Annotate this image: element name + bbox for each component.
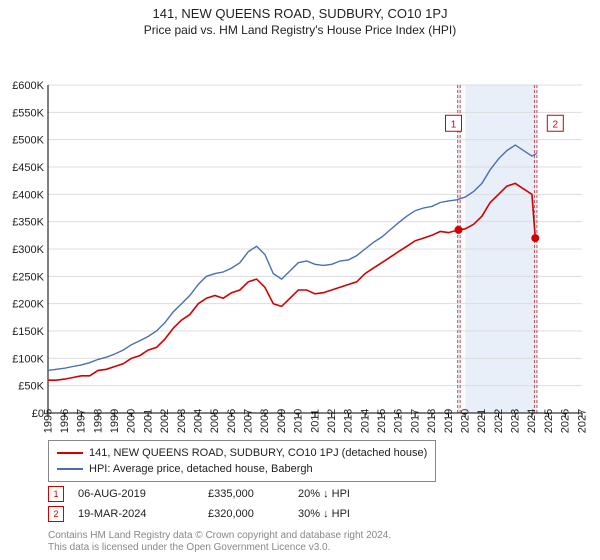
svg-text:2014: 2014 [359, 409, 371, 433]
svg-text:£300K: £300K [12, 244, 44, 256]
chart-container: 141, NEW QUEENS ROAD, SUDBURY, CO10 1PJ … [0, 0, 600, 560]
legend-swatch [57, 452, 83, 454]
svg-text:2008: 2008 [259, 409, 271, 433]
svg-text:2019: 2019 [443, 409, 455, 433]
svg-text:2010: 2010 [293, 409, 305, 433]
svg-text:1998: 1998 [92, 409, 104, 433]
svg-text:1999: 1999 [109, 409, 121, 433]
svg-text:£400K: £400K [12, 189, 44, 201]
svg-text:2021: 2021 [476, 409, 488, 433]
svg-text:2005: 2005 [209, 409, 221, 433]
svg-text:2002: 2002 [159, 409, 171, 433]
svg-text:1: 1 [451, 119, 457, 130]
sale-price: £335,000 [208, 488, 298, 500]
svg-text:2011: 2011 [309, 409, 321, 433]
svg-text:2022: 2022 [493, 409, 505, 433]
sale-marker-num: 1 [53, 489, 58, 499]
svg-text:2013: 2013 [343, 409, 355, 433]
sale-marker-icon: 2 [48, 506, 64, 522]
svg-text:2012: 2012 [326, 409, 338, 433]
legend-item: 141, NEW QUEENS ROAD, SUDBURY, CO10 1PJ … [57, 445, 427, 461]
svg-text:2026: 2026 [560, 409, 572, 433]
svg-text:2015: 2015 [376, 409, 388, 433]
svg-text:£50K: £50K [18, 381, 44, 393]
sale-row: 2 19-MAR-2024 £320,000 30% ↓ HPI [48, 504, 438, 524]
svg-text:£500K: £500K [12, 135, 44, 147]
legend-label: 141, NEW QUEENS ROAD, SUDBURY, CO10 1PJ … [89, 447, 427, 459]
svg-text:2024: 2024 [526, 409, 538, 433]
sale-pct: 30% ↓ HPI [298, 508, 438, 520]
sale-marker-num: 2 [53, 509, 58, 519]
sales-table: 1 06-AUG-2019 £335,000 20% ↓ HPI 2 19-MA… [48, 484, 438, 524]
svg-text:£200K: £200K [12, 299, 44, 311]
sale-row: 1 06-AUG-2019 £335,000 20% ↓ HPI [48, 484, 438, 504]
svg-text:£250K: £250K [12, 271, 44, 283]
svg-text:1996: 1996 [59, 409, 71, 433]
svg-text:2016: 2016 [393, 409, 405, 433]
svg-text:2017: 2017 [409, 409, 421, 433]
svg-text:£150K: £150K [12, 326, 44, 338]
legend-swatch [57, 468, 83, 470]
svg-text:2004: 2004 [192, 409, 204, 433]
footer-line: Contains HM Land Registry data © Crown c… [48, 530, 391, 542]
svg-text:2020: 2020 [459, 409, 471, 433]
sale-pct: 20% ↓ HPI [298, 488, 438, 500]
sale-date: 06-AUG-2019 [78, 488, 208, 500]
footer-attribution: Contains HM Land Registry data © Crown c… [48, 530, 391, 554]
legend-item: HPI: Average price, detached house, Babe… [57, 461, 427, 477]
svg-text:£350K: £350K [12, 217, 44, 229]
svg-text:2009: 2009 [276, 409, 288, 433]
svg-text:2000: 2000 [126, 409, 138, 433]
svg-text:1997: 1997 [76, 409, 88, 433]
svg-text:2006: 2006 [226, 409, 238, 433]
svg-text:2023: 2023 [510, 409, 522, 433]
svg-text:2027: 2027 [576, 409, 588, 433]
svg-text:2018: 2018 [426, 409, 438, 433]
footer-line: This data is licensed under the Open Gov… [48, 542, 391, 554]
chart-subtitle: Price paid vs. HM Land Registry's House … [0, 21, 600, 41]
chart-title: 141, NEW QUEENS ROAD, SUDBURY, CO10 1PJ [0, 0, 600, 21]
legend: 141, NEW QUEENS ROAD, SUDBURY, CO10 1PJ … [48, 440, 436, 482]
svg-text:2007: 2007 [243, 409, 255, 433]
sale-marker-icon: 1 [48, 486, 64, 502]
sale-date: 19-MAR-2024 [78, 508, 208, 520]
svg-text:£550K: £550K [12, 107, 44, 119]
legend-label: HPI: Average price, detached house, Babe… [89, 463, 313, 475]
svg-text:2: 2 [553, 119, 559, 130]
svg-text:£450K: £450K [12, 162, 44, 174]
sale-price: £320,000 [208, 508, 298, 520]
svg-text:£600K: £600K [12, 80, 44, 92]
svg-text:£100K: £100K [12, 353, 44, 365]
line-chart: £0£50K£100K£150K£200K£250K£300K£350K£400… [0, 41, 600, 441]
svg-text:2025: 2025 [543, 409, 555, 433]
svg-text:2001: 2001 [142, 409, 154, 433]
svg-text:1995: 1995 [42, 409, 54, 433]
svg-text:2003: 2003 [176, 409, 188, 433]
